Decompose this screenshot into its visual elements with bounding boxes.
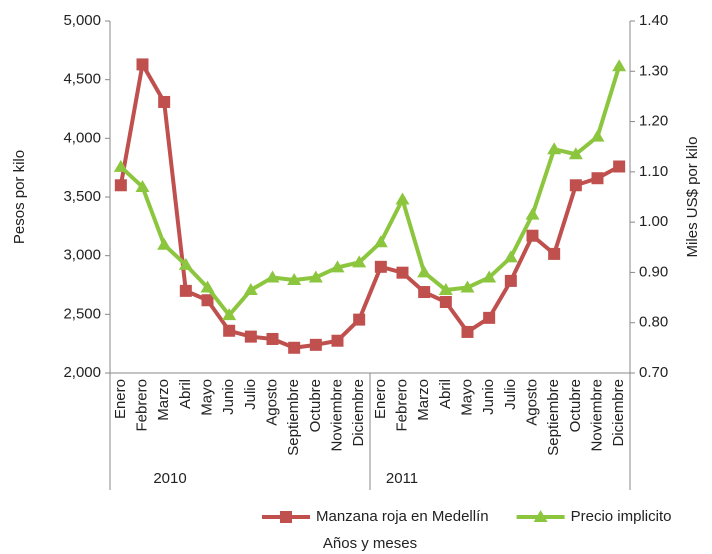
x-tick-label: Octubre	[567, 379, 584, 432]
data-point	[353, 313, 366, 326]
data-point	[201, 294, 214, 307]
y2-tick-label: 1.20	[639, 113, 668, 130]
x-tick-label: Marzo	[155, 379, 172, 421]
data-point	[482, 270, 497, 283]
data-point	[525, 207, 540, 220]
data-point	[309, 338, 322, 351]
y2-tick-label: 1.30	[639, 62, 668, 79]
data-point	[158, 95, 171, 108]
data-point	[417, 265, 432, 278]
y-tick-label: 2,000	[63, 364, 101, 381]
data-point	[439, 296, 452, 309]
x-tick-label: Agosto	[263, 379, 280, 426]
data-point	[460, 280, 475, 293]
x-tick-label: Julio	[502, 379, 519, 410]
x-tick-label: Mayo	[198, 379, 215, 416]
x-tick-label: Septiembre	[545, 379, 562, 456]
data-point	[569, 179, 582, 192]
y-tick-label: 4,000	[63, 129, 101, 146]
x-tick-label: Febrero	[133, 379, 150, 432]
series-line	[119, 65, 622, 318]
y2-tick-label: 1.10	[639, 163, 668, 180]
legend-label: Precio implicito	[571, 508, 672, 525]
data-point	[461, 325, 474, 338]
y2-axis-label: Miles US$ por kilo	[684, 137, 701, 258]
y-tick-label: 5,000	[63, 12, 101, 29]
y2-tick-label: 0.90	[639, 263, 668, 280]
data-point	[135, 179, 150, 192]
data-point	[612, 59, 627, 72]
data-point	[591, 172, 604, 185]
x-axis-label: Años y meses	[323, 535, 417, 552]
y2-tick-label: 0.70	[639, 364, 668, 381]
x-tick-label: Abril	[177, 379, 194, 409]
data-point	[395, 192, 410, 205]
data-point	[547, 142, 562, 155]
data-point	[590, 129, 605, 142]
y-axis-label: Pesos por kilo	[11, 150, 28, 244]
x-tick-label: Diciembre	[610, 379, 627, 447]
data-point	[568, 147, 583, 160]
data-point	[373, 235, 388, 248]
data-point	[222, 308, 237, 321]
group-label: 2011	[386, 470, 418, 487]
data-point	[288, 341, 301, 354]
x-tick-label: Junio	[220, 379, 237, 415]
data-point	[548, 247, 561, 260]
data-point	[526, 229, 539, 242]
y2-tick-label: 1.40	[639, 12, 668, 29]
data-point	[308, 270, 323, 283]
legend-marker	[533, 510, 548, 522]
data-point	[157, 237, 172, 250]
data-point	[113, 159, 128, 172]
series-line	[118, 62, 621, 350]
x-tick-label: Noviembre	[588, 379, 605, 452]
data-point	[330, 260, 345, 273]
x-tick-label: Octubre	[307, 379, 324, 432]
data-point	[374, 260, 387, 273]
data-point	[244, 330, 257, 343]
x-tick-label: Febrero	[393, 379, 410, 432]
data-point	[179, 284, 192, 297]
data-point	[200, 280, 215, 293]
x-tick-label: Diciembre	[350, 379, 367, 447]
y-tick-label: 2,500	[63, 305, 101, 322]
data-point	[352, 255, 367, 268]
data-point	[396, 266, 409, 279]
data-point	[503, 250, 518, 263]
y2-tick-label: 0.80	[639, 314, 668, 331]
legend-marker	[280, 511, 292, 523]
data-point	[223, 324, 236, 337]
legend-label: Manzana roja en Medellín	[316, 508, 489, 525]
data-point	[265, 270, 280, 283]
data-point	[504, 274, 517, 287]
data-point	[114, 179, 127, 192]
data-point	[418, 286, 431, 299]
data-point	[178, 257, 193, 270]
y2-tick-label: 1.00	[639, 213, 668, 230]
data-point	[243, 283, 258, 296]
x-tick-label: Septiembre	[285, 379, 302, 456]
y-tick-label: 3,000	[63, 247, 101, 264]
y-tick-label: 4,500	[63, 71, 101, 88]
data-point	[331, 334, 344, 347]
x-tick-label: Enero	[112, 379, 129, 419]
group-label: 2010	[153, 470, 186, 487]
data-point	[136, 58, 149, 71]
x-tick-label: Julio	[242, 379, 259, 410]
data-point	[266, 332, 279, 345]
x-tick-label: Abril	[437, 379, 454, 409]
data-point	[287, 272, 302, 285]
x-tick-label: Marzo	[415, 379, 432, 421]
x-tick-label: Agosto	[523, 379, 540, 426]
x-tick-label: Mayo	[458, 379, 475, 416]
y-tick-label: 3,500	[63, 188, 101, 205]
data-point	[613, 160, 626, 173]
x-tick-label: Noviembre	[328, 379, 345, 452]
x-tick-label: Enero	[372, 379, 389, 419]
x-tick-label: Junio	[480, 379, 497, 415]
data-point	[483, 311, 496, 324]
data-point	[438, 283, 453, 296]
